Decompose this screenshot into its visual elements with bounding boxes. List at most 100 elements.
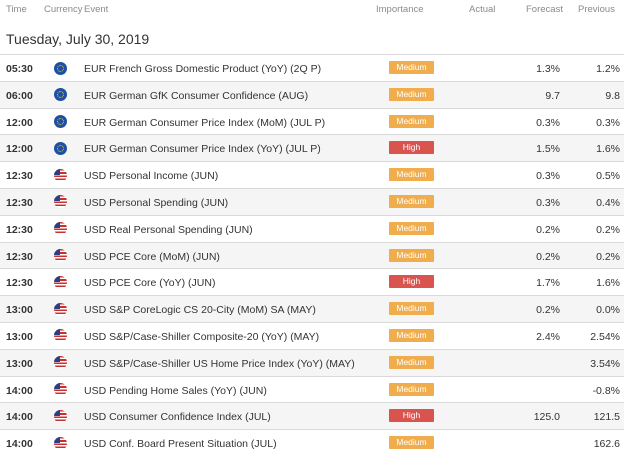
event-name: EUR French Gross Domestic Product (YoY) … bbox=[84, 63, 322, 75]
us-flag-icon bbox=[54, 168, 67, 182]
previous-value: -0.8% bbox=[592, 384, 620, 397]
previous-value: 0.2% bbox=[596, 223, 620, 236]
importance-badge: Medium bbox=[389, 248, 434, 262]
table-row[interactable]: 14:00 USD Pending Home Sales (YoY) (JUN) M… bbox=[0, 375, 624, 403]
column-header-forecast[interactable]: Forecast bbox=[526, 4, 563, 15]
table-row[interactable]: 12:30 USD Real Personal Spending (JUN) Med… bbox=[0, 214, 624, 242]
table-row[interactable]: 12:00 EUR German Consumer Price Index (Yo… bbox=[0, 134, 624, 162]
event-name: USD S&P/Case-Shiller US Home Price Index… bbox=[84, 357, 355, 370]
event-name: EUR German Consumer Price Index (MoM) (J… bbox=[84, 116, 326, 129]
column-header-event[interactable]: Event bbox=[84, 4, 109, 15]
importance-badge: Medium bbox=[389, 355, 434, 369]
us-flag-icon bbox=[54, 409, 67, 423]
table-row[interactable]: 13:00 USD S&P/Case-Shiller US Home Price … bbox=[0, 348, 624, 376]
table-row[interactable]: 06:00 EUR German GfK Consumer Confidence … bbox=[0, 80, 624, 108]
previous-value: 1.6% bbox=[596, 143, 620, 156]
previous-value: 121.5 bbox=[593, 411, 620, 424]
event-name: USD Pending Home Sales (YoY) (JUN) bbox=[84, 384, 267, 397]
event-time: 12:30 bbox=[6, 277, 33, 290]
event-name: USD Personal Income (JUN) bbox=[84, 170, 219, 183]
forecast-value: 2.4% bbox=[536, 330, 560, 343]
importance-badge: Medium bbox=[389, 61, 434, 74]
importance-badge: Medium bbox=[389, 328, 434, 342]
event-time: 12:00 bbox=[6, 143, 33, 156]
us-flag-icon bbox=[54, 356, 67, 370]
forecast-value: 0.3% bbox=[536, 196, 560, 209]
column-header-currency[interactable]: Currency bbox=[44, 4, 83, 15]
forecast-value: 0.3% bbox=[536, 170, 560, 183]
importance-badge: Medium bbox=[389, 87, 434, 101]
importance-badge: Medium bbox=[389, 382, 434, 396]
previous-value: 0.3% bbox=[596, 116, 620, 129]
previous-value: 0.4% bbox=[596, 196, 620, 209]
eu-flag-icon bbox=[54, 88, 67, 102]
table-row[interactable]: 13:00 USD S&P/Case-Shiller Composite-20 (… bbox=[0, 321, 624, 349]
table-row[interactable]: 14:00 USD Conf. Board Present Situation (… bbox=[0, 429, 624, 456]
event-time: 12:30 bbox=[6, 196, 33, 209]
event-name: USD PCE Core (MoM) (JUN) bbox=[84, 250, 220, 263]
table-row[interactable]: 13:00 USD S&P CoreLogic CS 20-City (MoM) … bbox=[0, 295, 624, 322]
event-time: 12:30 bbox=[6, 170, 33, 183]
us-flag-icon bbox=[54, 383, 67, 397]
event-name: USD PCE Core (YoY) (JUN) bbox=[84, 277, 216, 290]
event-time: 13:00 bbox=[6, 330, 33, 343]
event-name: USD S&P CoreLogic CS 20-City (MoM) SA (M… bbox=[84, 304, 316, 317]
table-row[interactable]: 14:00 USD Consumer Confidence Index (JUL)… bbox=[0, 402, 624, 430]
event-time: 13:00 bbox=[6, 357, 33, 370]
previous-value: 0.2% bbox=[596, 250, 620, 263]
importance-badge: Medium bbox=[389, 436, 434, 450]
event-time: 05:30 bbox=[6, 63, 33, 75]
forecast-value: 1.7% bbox=[536, 277, 560, 290]
forecast-value: 1.3% bbox=[536, 63, 560, 75]
table-header: Time Currency Event Importance Actual Fo… bbox=[0, 0, 624, 20]
previous-value: 3.54% bbox=[590, 357, 620, 370]
event-time: 14:00 bbox=[6, 411, 33, 424]
importance-badge: High bbox=[389, 141, 434, 155]
previous-value: 2.54% bbox=[590, 330, 620, 343]
table-row[interactable]: 12:30 USD Personal Income (JUN) Medium 0.3%… bbox=[0, 161, 624, 188]
column-header-previous[interactable]: Previous bbox=[578, 4, 615, 15]
us-flag-icon bbox=[54, 436, 67, 450]
event-time: 14:00 bbox=[6, 438, 33, 451]
forecast-value: 0.2% bbox=[536, 304, 560, 317]
event-name: USD Conf. Board Present Situation (JUL) bbox=[84, 438, 277, 451]
us-flag-icon bbox=[54, 249, 67, 263]
event-name: USD Real Personal Spending (JUN) bbox=[84, 223, 253, 236]
event-name: USD Consumer Confidence Index (JUL) bbox=[84, 411, 271, 424]
event-name: USD S&P/Case-Shiller Composite-20 (YoY) … bbox=[84, 330, 320, 343]
event-time: 06:00 bbox=[6, 89, 33, 102]
table-row[interactable]: 12:30 USD PCE Core (MoM) (JUN) Medium 0.2% 0… bbox=[0, 241, 624, 269]
importance-badge: Medium bbox=[389, 114, 434, 128]
event-name: EUR German Consumer Price Index (YoY) (J… bbox=[84, 143, 321, 156]
forecast-value: 0.3% bbox=[536, 116, 560, 129]
importance-badge: High bbox=[389, 275, 434, 289]
forecast-value: 125.0 bbox=[533, 411, 560, 424]
us-flag-icon bbox=[54, 302, 67, 316]
date-heading: Tuesday, July 30, 2019 bbox=[6, 31, 150, 47]
table-row[interactable]: 12:30 USD Personal Spending (JUN) Medium 0.… bbox=[0, 187, 624, 215]
previous-value: 162.6 bbox=[593, 438, 620, 451]
event-time: 12:30 bbox=[6, 223, 33, 236]
importance-badge: Medium bbox=[389, 302, 434, 316]
table-row[interactable]: 05:30 EUR French Gross Domestic Product (… bbox=[0, 54, 624, 81]
column-header-actual[interactable]: Actual bbox=[469, 4, 496, 15]
forecast-value: 1.5% bbox=[536, 143, 560, 156]
eu-flag-icon bbox=[54, 115, 67, 129]
event-time: 13:00 bbox=[6, 304, 33, 317]
previous-value: 9.8 bbox=[605, 89, 620, 102]
event-list: 05:30 EUR French Gross Domestic Product (… bbox=[0, 54, 624, 456]
importance-badge: Medium bbox=[389, 168, 434, 182]
column-header-importance[interactable]: Importance bbox=[376, 4, 424, 15]
forecast-value: 0.2% bbox=[536, 250, 560, 263]
us-flag-icon bbox=[54, 222, 67, 236]
event-name: USD Personal Spending (JUN) bbox=[84, 196, 229, 209]
us-flag-icon bbox=[54, 329, 67, 343]
importance-badge: High bbox=[389, 409, 434, 423]
previous-value: 1.6% bbox=[596, 277, 620, 290]
table-row[interactable]: 12:00 EUR German Consumer Price Index (Mo… bbox=[0, 107, 624, 135]
column-header-time[interactable]: Time bbox=[6, 4, 27, 15]
us-flag-icon bbox=[54, 275, 67, 289]
event-name: EUR German GfK Consumer Confidence (AUG) bbox=[84, 89, 309, 102]
table-row[interactable]: 12:30 USD PCE Core (YoY) (JUN) High 1.7% 1.6… bbox=[0, 268, 624, 295]
event-time: 12:30 bbox=[6, 250, 33, 263]
